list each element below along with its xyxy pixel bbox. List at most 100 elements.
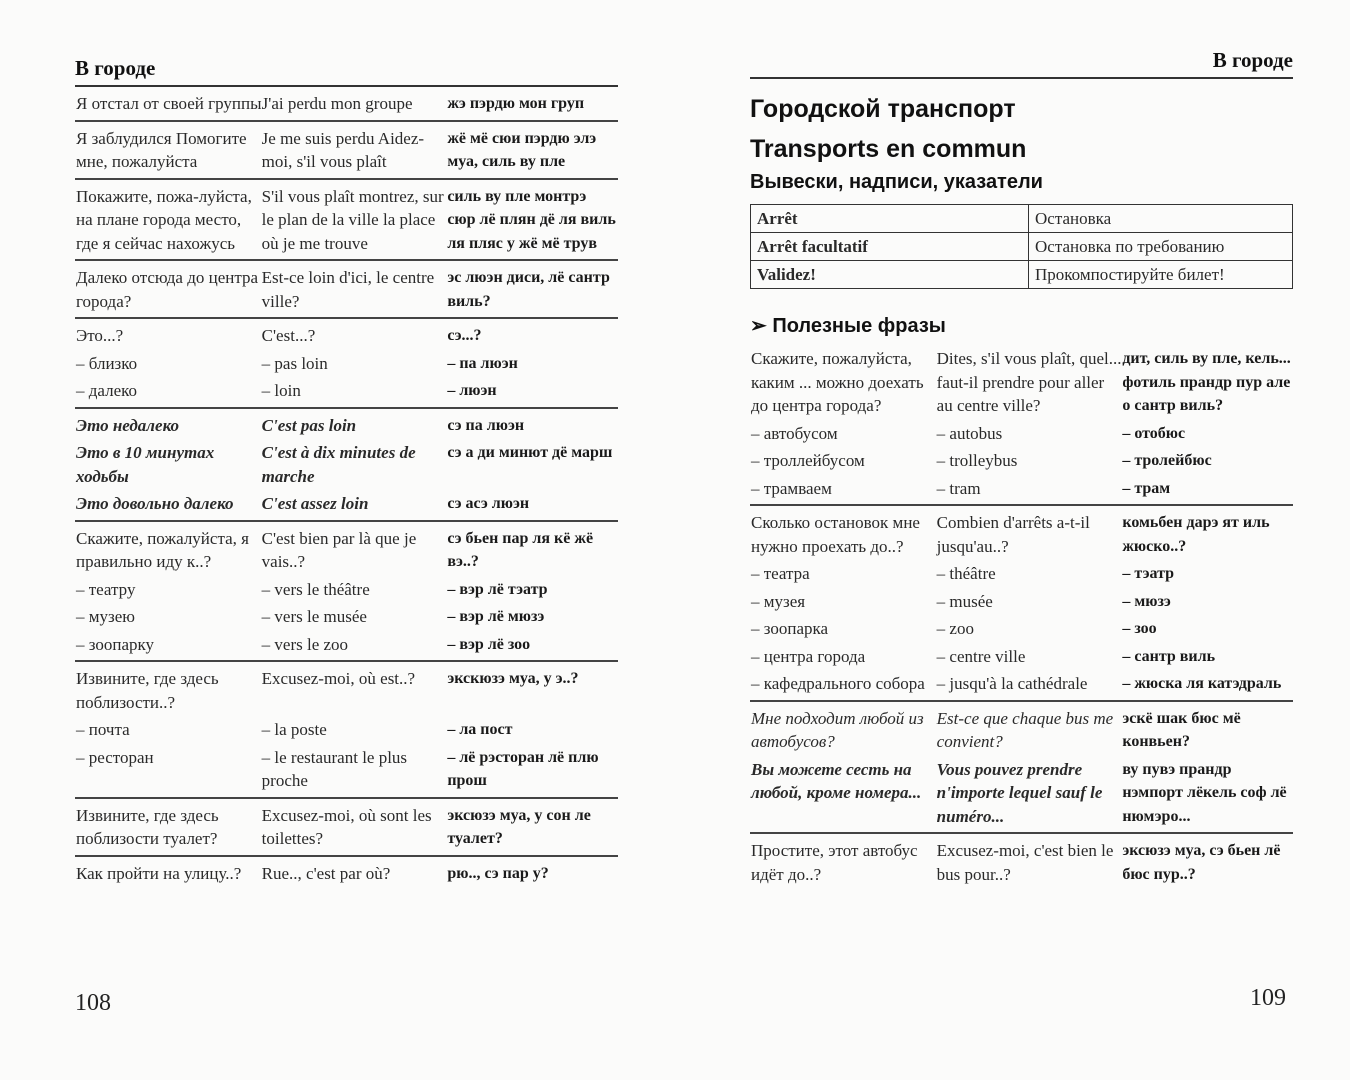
french-phrase: – la poste bbox=[261, 720, 327, 739]
russian-phrase: Это недалеко bbox=[76, 415, 180, 435]
russian-phrase: – музею bbox=[76, 607, 135, 626]
russian-phrase: – кафедрального собора bbox=[751, 674, 925, 693]
transcription: – лё рэсторан лё плю прош bbox=[447, 748, 599, 790]
table-row: Извините, где здесь поблизости туалет? Ex… bbox=[75, 802, 618, 853]
sign-row: Arrêt Остановка bbox=[750, 204, 1293, 233]
table-row: Покажите, пожа-луйста, на плане города м… bbox=[75, 183, 618, 258]
french-phrase: Est-ce loin d'ici, le centre ville? bbox=[261, 268, 435, 311]
phrase-group: Мне подходит любой из автобусов? Est-ce q… bbox=[750, 702, 1293, 834]
phrase-group: Я отстал от своей группы J'ai perdu mon g… bbox=[75, 87, 618, 122]
russian-phrase: – трамваем bbox=[751, 478, 832, 498]
french-phrase: C'est assez loin bbox=[261, 494, 369, 513]
phrase-group: Простите, этот автобус идёт до..? Excusez… bbox=[750, 834, 1293, 890]
french-phrase: Excusez-moi, où est..? bbox=[261, 669, 416, 688]
phrase-table: Я отстал от своей группы J'ai perdu mon g… bbox=[75, 87, 618, 889]
french-phrase: – musée bbox=[936, 591, 993, 611]
transcription: дит, силь ву пле, кель... фотиль прандр … bbox=[1122, 350, 1291, 414]
transcription: жё мё сюи пэрдю элэ муа, силь ву пле bbox=[447, 129, 597, 171]
russian-phrase: Вы можете сесть на любой, кроме номера..… bbox=[751, 759, 922, 803]
russian-phrase: Это в 10 минутах ходьбы bbox=[76, 443, 215, 486]
table-row: – далеко – loin – люэн bbox=[75, 377, 618, 405]
transcription: – мюзэ bbox=[1122, 592, 1171, 610]
transcription: жэ пэрдю мон груп bbox=[447, 95, 585, 112]
table-row: – троллейбусом – trolleybus – тролейбюс bbox=[750, 447, 1293, 475]
table-row: – автобусом – autobus – отобюс bbox=[750, 420, 1293, 448]
russian-phrase: Извините, где здесь поблизости..? bbox=[76, 669, 219, 712]
phrase-group: Извините, где здесь поблизости..? Excusez… bbox=[75, 662, 618, 799]
table-row: – ресторан – le restaurant le plus proche… bbox=[75, 744, 618, 795]
table-row: Вы можете сесть на любой, кроме номера..… bbox=[750, 756, 1293, 831]
french-phrase: – zoo bbox=[936, 619, 974, 638]
phrase-group: Сколько остановок мне нужно проехать до.… bbox=[750, 506, 1293, 702]
russian-phrase: Скажите, пожалуйста, каким ... можно дое… bbox=[751, 349, 924, 415]
russian-phrase: Далеко отсюда до центра города? bbox=[76, 268, 259, 311]
transcription: эскё шак бюс мё конвьен? bbox=[1122, 709, 1241, 751]
signs-table: Arrêt Остановка Arrêt facultatif Остановка … bbox=[750, 204, 1293, 289]
russian-phrase: Как пройти на улицу..? bbox=[76, 863, 242, 883]
table-row: Я заблудился Помогите мне, пожалуйста Je … bbox=[75, 125, 618, 176]
table-row: – музею – vers le musée – вэр лё мюзэ bbox=[75, 603, 618, 631]
french-phrase: Excusez-moi, c'est bien le bus pour..? bbox=[936, 841, 1114, 884]
table-row: Это довольно далеко C'est assez loin сэ ас… bbox=[75, 490, 618, 518]
running-head: В городе bbox=[75, 56, 618, 87]
french-phrase: Est-ce que chaque bus me convient? bbox=[936, 708, 1114, 752]
russian-phrase: – театру bbox=[76, 579, 136, 599]
sign-french: Validez! bbox=[750, 260, 1029, 289]
transcription: экскюзэ муа, у э..? bbox=[447, 670, 579, 687]
transcription: рю.., сэ пар у? bbox=[447, 864, 549, 882]
french-phrase: – théâtre bbox=[936, 564, 996, 583]
russian-phrase: Сколько остановок мне нужно проехать до.… bbox=[751, 513, 920, 556]
transcription: комьбен дарэ ят иль жюско..? bbox=[1122, 514, 1270, 555]
russian-phrase: – музея bbox=[751, 591, 806, 611]
russian-phrase: – зоопарка bbox=[751, 619, 829, 638]
russian-phrase: – далеко bbox=[76, 381, 138, 400]
russian-phrase: – близко bbox=[76, 353, 138, 373]
sign-row: Arrêt facultatif Остановка по требованию bbox=[750, 232, 1293, 261]
french-phrase: Vous pouvez prendre n'importe lequel sau… bbox=[936, 759, 1103, 826]
russian-phrase: Простите, этот автобус идёт до..? bbox=[751, 841, 918, 884]
table-row: – зоопарку – vers le zoo – вэр лё зоо bbox=[75, 631, 618, 659]
sign-french: Arrêt facultatif bbox=[750, 232, 1029, 261]
sign-russian: Остановка bbox=[1028, 204, 1293, 233]
transcription: – па люэн bbox=[447, 354, 518, 372]
table-row: Далеко отсюда до центра города? Est-ce lo… bbox=[75, 264, 618, 315]
phrase-table: Скажите, пожалуйста, каким ... можно дое… bbox=[750, 342, 1293, 890]
table-row: Простите, этот автобус идёт до..? Excusez… bbox=[750, 837, 1293, 888]
table-row: – театра – théâtre – тэатр bbox=[750, 560, 1293, 588]
transcription: сэ па люэн bbox=[447, 416, 525, 434]
french-phrase: C'est bien par là que je vais..? bbox=[261, 528, 417, 572]
french-phrase: – pas loin bbox=[261, 353, 328, 373]
left-page: В городе Я отстал от своей группы J'ai pe… bbox=[75, 0, 618, 889]
phrase-group: Извините, где здесь поблизости туалет? Ex… bbox=[75, 799, 618, 857]
phrase-group: Покажите, пожа-луйста, на плане города м… bbox=[75, 180, 618, 261]
transcription: – трам bbox=[1122, 479, 1171, 497]
transcription: сэ...? bbox=[447, 327, 482, 344]
transcription: – отобюс bbox=[1122, 424, 1186, 442]
phrase-group: Это недалеко C'est pas loin сэ па люэн Это … bbox=[75, 409, 618, 522]
french-phrase: Excusez-moi, où sont les toilettes? bbox=[261, 805, 432, 849]
table-row: Это...? C'est...? сэ...? bbox=[75, 322, 618, 350]
russian-phrase: – центра города bbox=[751, 646, 866, 666]
table-row: Мне подходит любой из автобусов? Est-ce q… bbox=[750, 705, 1293, 756]
russian-phrase: Скажите, пожалуйста, я правильно иду к..… bbox=[76, 528, 249, 572]
table-row: Скажите, пожалуйста, я правильно иду к..… bbox=[75, 525, 618, 576]
phrase-group: Скажите, пожалуйста, каким ... можно дое… bbox=[750, 342, 1293, 506]
transcription: – вэр лё мюзэ bbox=[447, 608, 545, 625]
transcription: – тролейбюс bbox=[1122, 452, 1212, 469]
sign-russian: Остановка по требованию bbox=[1028, 232, 1293, 261]
phrase-group: Скажите, пожалуйста, я правильно иду к..… bbox=[75, 522, 618, 662]
french-phrase: Dites, s'il vous plaît, quel... faut-il … bbox=[936, 349, 1122, 415]
transcription: – вэр лё тэатр bbox=[447, 580, 548, 598]
french-phrase: – le restaurant le plus proche bbox=[261, 747, 408, 791]
phrase-group: Это...? C'est...? сэ...? – близко – pas loin… bbox=[75, 319, 618, 409]
table-row: Сколько остановок мне нужно проехать до.… bbox=[750, 509, 1293, 560]
arrow-marker-icon: ➢ bbox=[750, 315, 767, 337]
transcription: эксюзэ муа, сэ бьен лё бюс пур..? bbox=[1122, 842, 1281, 883]
french-phrase: C'est à dix minutes de marche bbox=[261, 443, 416, 486]
table-row: – кафедрального собора – jusqu'à la cathé… bbox=[750, 670, 1293, 698]
russian-phrase: – почта bbox=[76, 720, 130, 739]
table-row: Извините, где здесь поблизости..? Excusez… bbox=[75, 665, 618, 716]
transcription: – ла пост bbox=[447, 721, 513, 738]
transcription: эксюзэ муа, у сон ле туалет? bbox=[447, 806, 591, 848]
table-row: – музея – musée – мюзэ bbox=[750, 588, 1293, 616]
